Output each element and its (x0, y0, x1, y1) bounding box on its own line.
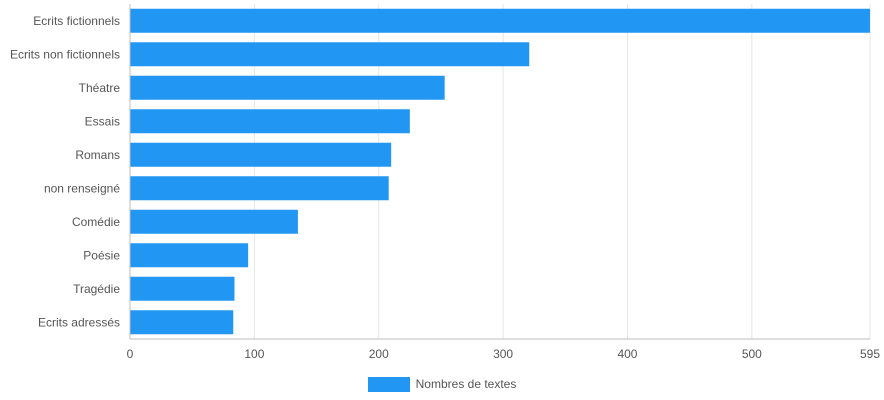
bar[interactable] (130, 209, 298, 234)
bar[interactable] (130, 176, 389, 201)
bar[interactable] (130, 75, 445, 100)
bar[interactable] (130, 109, 410, 134)
category-label: Romans (75, 148, 120, 162)
category-label: Théatre (79, 81, 121, 95)
x-tick-label: 0 (127, 347, 134, 361)
legend[interactable]: Nombres de textes (0, 372, 884, 396)
x-tick-label: 300 (493, 347, 513, 361)
axes (129, 4, 870, 340)
x-tick-label: 400 (617, 347, 637, 361)
category-label: Ecrits fictionnels (33, 14, 120, 28)
bar[interactable] (130, 243, 249, 268)
legend-swatch[interactable] (367, 376, 410, 392)
legend-label[interactable]: Nombres de textes (415, 377, 517, 391)
x-tick-label: 200 (369, 347, 389, 361)
x-tick-labels: 0 100 200 300 400 500 595 (127, 347, 881, 361)
bar[interactable] (130, 142, 392, 167)
category-labels: Ecrits fictionnels Ecrits non fictionnels… (10, 14, 120, 330)
category-label: Tragédie (73, 282, 120, 296)
bars (130, 8, 870, 335)
category-label: Poésie (83, 248, 120, 262)
bar[interactable] (130, 276, 235, 301)
x-tick-label: 595 (860, 347, 880, 361)
category-label: Essais (85, 114, 120, 128)
bar[interactable] (130, 42, 530, 67)
category-label: non renseigné (44, 181, 120, 195)
x-tick-label: 100 (244, 347, 264, 361)
bar[interactable] (130, 310, 234, 335)
category-label: Ecrits adressés (38, 315, 120, 329)
x-tick-label: 500 (742, 347, 762, 361)
bar[interactable] (130, 8, 870, 33)
category-label: Comédie (72, 215, 120, 229)
category-label: Ecrits non fictionnels (10, 47, 120, 61)
bar-chart: Ecrits fictionnels Ecrits non fictionnels… (10, 4, 881, 361)
